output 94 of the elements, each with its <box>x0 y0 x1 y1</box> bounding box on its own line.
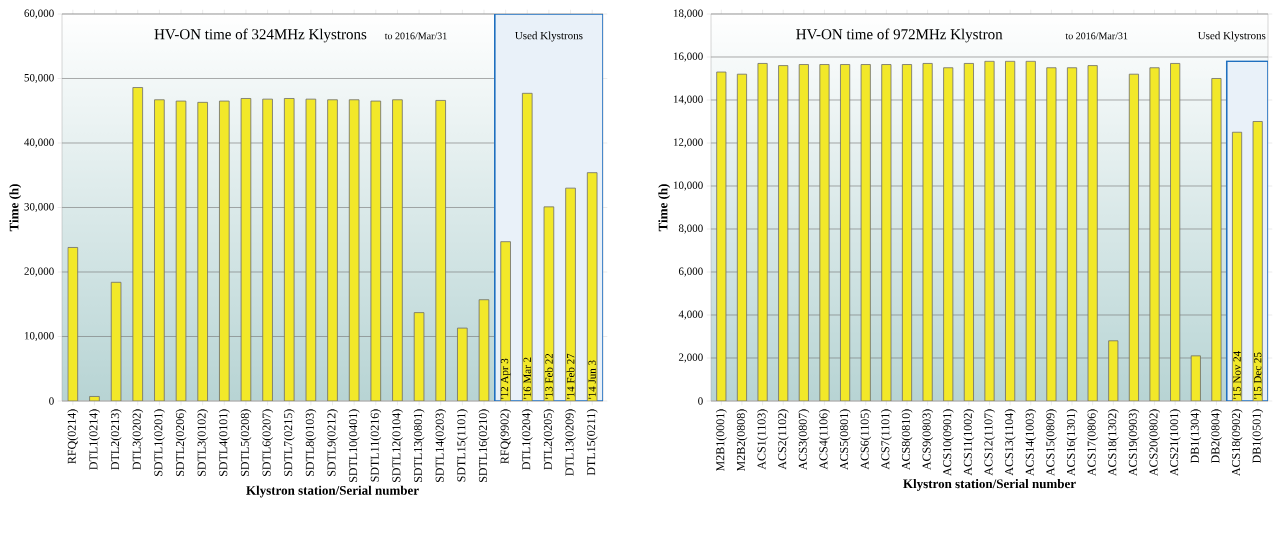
x-tick-label: SDTL5(0208) <box>240 409 252 476</box>
bar <box>457 327 468 401</box>
bar <box>327 99 338 401</box>
x-tick-label: RFQ(0214) <box>67 409 79 464</box>
annotation: '15 Nov 24 <box>1233 351 1241 399</box>
bar <box>435 100 446 401</box>
x-tick-label: DB1(1304) <box>1190 409 1202 464</box>
y-tick-label: 0 <box>49 397 54 405</box>
y-tick-label: 50,000 <box>24 74 54 83</box>
x-tick-label: ACS19(0903) <box>1128 409 1140 477</box>
x-tick-label: ACS9(0803) <box>922 409 934 471</box>
x-tick-label: ACS21(1001) <box>1169 409 1181 477</box>
x-tick-label: ACS13(1104) <box>1004 409 1016 476</box>
x-tick-label: SDTL15(1101) <box>456 409 468 482</box>
band-label: Used Klystrons <box>515 31 583 42</box>
y-tick-label: 18,000 <box>673 9 703 19</box>
x-tick-label: ACS5(0801) <box>839 409 851 471</box>
x-tick-label: ACS18(1302) <box>1107 409 1119 477</box>
annotation: '16 Mar 2 <box>523 357 531 399</box>
annotation: '14 Feb 27 <box>566 353 575 399</box>
x-tick-label: DTL13(0209) <box>565 409 576 476</box>
bar <box>154 99 165 401</box>
x-tick-label: ACS14(1003) <box>1025 409 1037 477</box>
x-tick-label: SDTL11(0216) <box>370 409 382 482</box>
x-tick-label: SDTL7(0215) <box>283 409 295 476</box>
x-axis-title: Klystron station/Serial number <box>903 478 1076 491</box>
x-tick-label: DTL2(0205) <box>543 409 555 470</box>
x-tick-label: ACS1(1103) <box>757 409 769 470</box>
y-tick-label: 30,000 <box>24 202 54 212</box>
y-tick-label: 12,000 <box>673 138 703 148</box>
x-tick-label: SDTL16(0210) <box>478 409 490 482</box>
y-tick-label: 6,000 <box>678 267 703 277</box>
annotation: '14 Jun 3 <box>588 360 596 399</box>
x-tick-label: ACS10(0901) <box>942 409 954 477</box>
y-tick-label: 8,000 <box>678 224 703 234</box>
x-tick-label: DTL3(0202) <box>132 409 144 470</box>
text: HV-ON time of 324MHz Klystrons <box>154 28 367 43</box>
x-tick-label: ACS18(0902) <box>1231 409 1243 477</box>
bar <box>219 100 230 401</box>
x-tick-label: SDTL2(0206) <box>175 409 187 476</box>
text: to 2016/Mar/31 <box>1065 32 1128 40</box>
x-tick-label: SDTL1(0201) <box>153 409 165 476</box>
bar <box>262 98 273 401</box>
x-tick-label: ACS2(1102) <box>777 409 789 470</box>
annotation: '13 Feb 22 <box>545 353 553 399</box>
x-tick-label: DB1(0501) <box>1252 409 1264 464</box>
y-axis-title: Time (h) <box>9 184 22 232</box>
x-tick-label: ACS11(1002) <box>963 409 975 476</box>
x-tick-label: ACS4(1106) <box>819 409 830 470</box>
band-label: Used Klystrons <box>1197 31 1266 42</box>
annotation: '15 Dec 25 <box>1254 352 1262 399</box>
x-tick-label: SDTL9(0212) <box>327 409 338 476</box>
x-tick-label: ACS7(1101) <box>880 409 892 470</box>
x-tick-label: DB2(0804) <box>1210 409 1222 464</box>
text: to 2016/Mar/31 <box>384 32 447 40</box>
y-tick-label: 16,000 <box>673 52 703 62</box>
x-tick-label: SDTL12(0104) <box>391 409 403 482</box>
x-tick-label: SDTL6(0207) <box>262 409 274 476</box>
x-tick-label: SDTL8(0103) <box>305 409 317 476</box>
x-tick-label: M2B2(0808) <box>736 409 748 472</box>
x-tick-label: SDTL10(0401) <box>348 409 360 482</box>
x-tick-label: SDTL14(0203) <box>435 409 447 482</box>
annotation: '12 Apr 3 <box>500 358 511 399</box>
x-tick-label: ACS3(0807) <box>798 409 810 471</box>
x-tick-label: SDTL3(0102) <box>197 409 209 476</box>
x-tick-label: DTL15(0211) <box>586 409 598 476</box>
y-tick-label: 2,000 <box>678 353 703 363</box>
x-axis-title: Klystron station/Serial number <box>246 485 419 498</box>
x-tick-label: DTL1(0214) <box>89 409 100 470</box>
bar <box>392 99 403 401</box>
y-tick-label: 20,000 <box>24 267 54 277</box>
x-tick-label: ACS16(1301) <box>1066 409 1078 477</box>
x-tick-label: ACS8(0810) <box>901 409 913 471</box>
x-tick-label: ACS15(0809) <box>1045 409 1057 477</box>
x-tick-label: SDTL13(0801) <box>413 409 425 482</box>
y-tick-label: 0 <box>698 397 703 405</box>
x-tick-label: SDTL4(0101) <box>218 409 230 476</box>
x-tick-label: ACS12(1107) <box>984 409 995 476</box>
x-tick-label: ACS20(0802) <box>1149 409 1160 477</box>
y-tick-label: 10,000 <box>24 331 54 341</box>
x-tick-label: RFQ(9902) <box>500 409 512 464</box>
x-tick-label: DTL2(0213) <box>110 409 122 470</box>
y-tick-label: 40,000 <box>24 138 54 148</box>
y-tick-label: 10,000 <box>673 181 703 191</box>
x-tick-label: ACS17(0806) <box>1087 409 1099 477</box>
y-tick-label: 4,000 <box>678 310 703 320</box>
y-tick-label: 14,000 <box>673 95 703 105</box>
text: HV-ON time of 972MHz Klystron <box>796 28 1003 43</box>
x-tick-label: M2B1(0001) <box>715 409 727 472</box>
y-tick-label: 60,000 <box>24 9 54 19</box>
bar <box>197 101 208 401</box>
x-tick-label: DTL1(0204) <box>521 409 533 470</box>
x-tick-label: ACS6(1105) <box>860 409 872 470</box>
y-axis-title: Time (h) <box>658 184 671 232</box>
